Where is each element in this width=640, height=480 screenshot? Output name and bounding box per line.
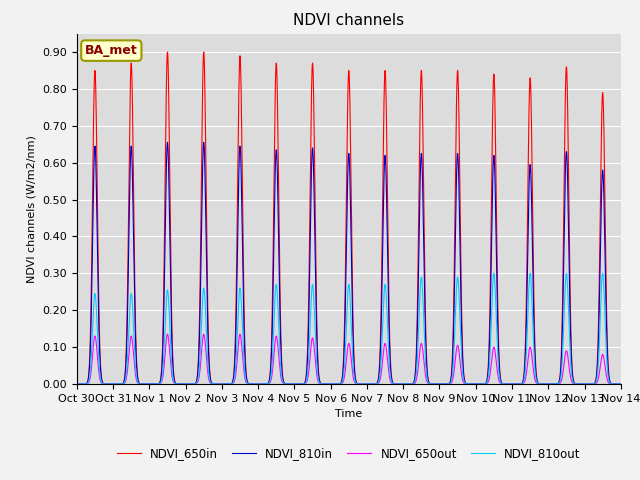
NDVI_650out	[503, 381, 511, 387]
NDVI_650in	[283, 381, 291, 387]
Line: NDVI_650out: NDVI_650out	[77, 334, 640, 384]
NDVI_650in	[442, 381, 449, 387]
NDVI_810in	[534, 380, 542, 386]
NDVI_810in	[417, 175, 424, 181]
NDVI_650out	[164, 331, 172, 337]
NDVI_810in	[102, 381, 110, 387]
NDVI_650out	[442, 381, 449, 387]
NDVI_650out	[417, 345, 424, 350]
NDVI_650out	[102, 381, 110, 387]
NDVI_650in	[164, 49, 172, 55]
NDVI_650in	[503, 381, 511, 387]
NDVI_650in	[102, 381, 110, 387]
NDVI_810in	[164, 140, 172, 145]
Legend: NDVI_650in, NDVI_810in, NDVI_650out, NDVI_810out: NDVI_650in, NDVI_810in, NDVI_650out, NDV…	[112, 443, 586, 465]
NDVI_810out	[73, 381, 81, 387]
NDVI_810in	[283, 381, 291, 387]
NDVI_650out	[73, 381, 81, 387]
X-axis label: Time: Time	[335, 409, 362, 419]
Line: NDVI_650in: NDVI_650in	[77, 52, 640, 384]
Y-axis label: NDVI channels (W/m2/nm): NDVI channels (W/m2/nm)	[27, 135, 36, 283]
NDVI_810out	[442, 381, 449, 387]
NDVI_810out	[102, 381, 110, 387]
NDVI_650in	[534, 380, 542, 386]
NDVI_810out	[416, 287, 424, 293]
NDVI_810out	[599, 270, 607, 276]
NDVI_810in	[442, 381, 449, 387]
Title: NDVI channels: NDVI channels	[293, 13, 404, 28]
NDVI_650in	[73, 381, 81, 387]
NDVI_810out	[283, 381, 291, 387]
NDVI_810out	[534, 381, 542, 386]
Line: NDVI_810out: NDVI_810out	[77, 273, 640, 384]
Line: NDVI_810in: NDVI_810in	[77, 143, 640, 384]
Text: BA_met: BA_met	[85, 44, 138, 57]
NDVI_650in	[417, 101, 424, 107]
NDVI_810out	[503, 381, 511, 387]
NDVI_650out	[534, 381, 542, 387]
NDVI_810in	[73, 381, 81, 387]
NDVI_650out	[283, 381, 291, 387]
NDVI_810in	[503, 381, 511, 387]
